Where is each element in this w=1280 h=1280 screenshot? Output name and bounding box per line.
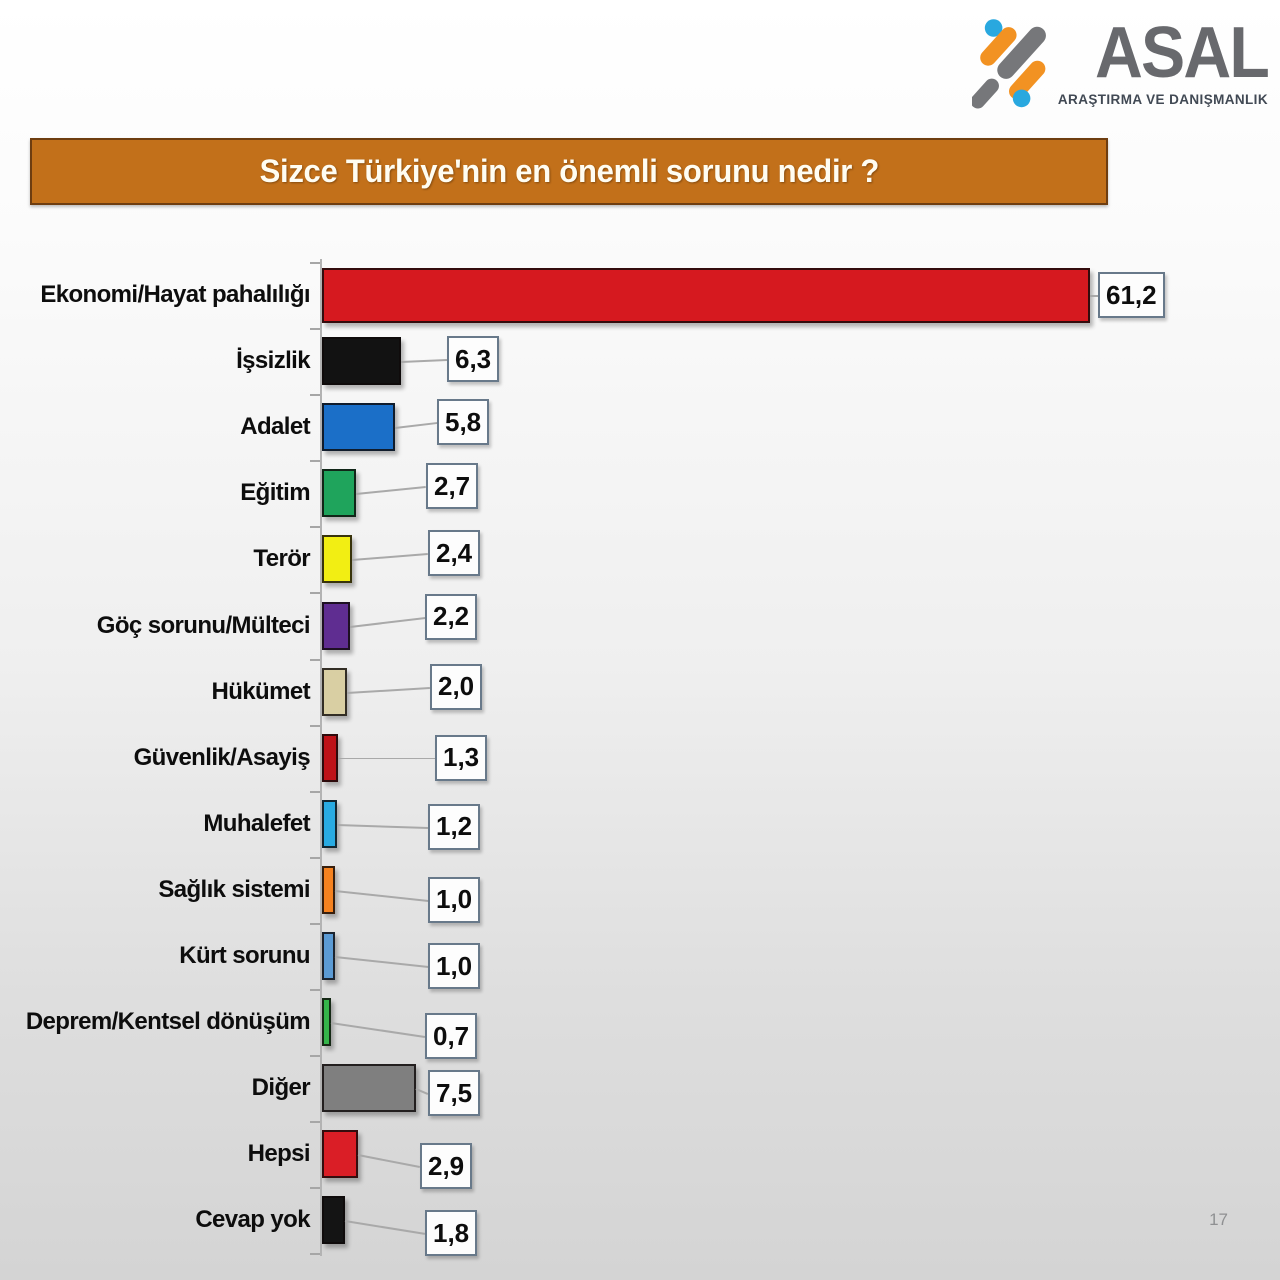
value-callout: 2,7 bbox=[426, 463, 479, 510]
value-callout: 1,2 bbox=[428, 803, 481, 850]
axis-tick bbox=[310, 261, 320, 264]
callout-connector bbox=[338, 757, 435, 760]
value-callout: 5,8 bbox=[437, 399, 490, 446]
category-label: Güvenlik/Asayiş bbox=[133, 743, 311, 771]
bar bbox=[322, 733, 339, 782]
asal-logo-textblock: ASAL ARAŞTIRMA VE DANIŞMANLIK bbox=[1057, 13, 1270, 107]
category-label: Cevap yok bbox=[195, 1206, 310, 1234]
callout-connector bbox=[352, 553, 429, 561]
callout-connector bbox=[358, 1154, 421, 1168]
category-label: İşsizlik bbox=[236, 347, 311, 375]
page-number: 17 bbox=[1209, 1210, 1228, 1229]
bar bbox=[322, 469, 356, 518]
axis-tick bbox=[310, 922, 320, 925]
asal-logo-wordmark: ASAL bbox=[1095, 13, 1270, 93]
category-label: Hükümet bbox=[211, 677, 311, 705]
bar bbox=[322, 267, 1091, 323]
question-title: Sizce Türkiye'nin en önemli sorunu nedir… bbox=[259, 153, 879, 189]
callout-connector bbox=[330, 1022, 426, 1038]
bar bbox=[322, 865, 335, 914]
callout-connector bbox=[337, 823, 429, 829]
question-banner: Sizce Türkiye'nin en önemli sorunu nedir… bbox=[30, 138, 1108, 205]
axis-tick bbox=[310, 328, 320, 331]
callout-connector bbox=[334, 956, 429, 968]
category-label: Göç sorunu/Mülteci bbox=[96, 611, 311, 639]
callout-connector bbox=[394, 422, 438, 429]
callout-connector bbox=[347, 686, 431, 694]
value-callout: 1,3 bbox=[435, 734, 488, 781]
category-label: Eğitim bbox=[240, 479, 310, 507]
bar bbox=[322, 601, 350, 650]
value-callout: 7,5 bbox=[428, 1070, 481, 1117]
value-callout: 1,0 bbox=[428, 943, 481, 989]
bar bbox=[322, 1130, 359, 1179]
axis-tick bbox=[310, 526, 320, 529]
category-label: Sağlık sistemi bbox=[158, 875, 310, 903]
axis-tick bbox=[310, 592, 320, 595]
category-label: Kürt sorunu bbox=[179, 942, 310, 969]
category-label: Terör bbox=[253, 545, 310, 573]
bar bbox=[322, 667, 348, 716]
category-label: Deprem/Kentsel dönüşüm bbox=[25, 1008, 311, 1036]
category-label: Hepsi bbox=[247, 1140, 311, 1168]
value-callout: 0,7 bbox=[425, 1013, 478, 1060]
value-callout: 1,0 bbox=[428, 876, 481, 923]
axis-tick bbox=[310, 1121, 320, 1124]
callout-connector bbox=[355, 486, 427, 495]
axis-tick bbox=[310, 790, 320, 793]
category-axis bbox=[320, 258, 322, 1257]
value-callout: 2,4 bbox=[428, 530, 481, 577]
callout-connector bbox=[415, 1088, 429, 1095]
bar bbox=[322, 932, 335, 980]
callout-connector bbox=[1090, 295, 1098, 297]
callout-connector bbox=[401, 359, 448, 363]
bar bbox=[322, 998, 331, 1047]
axis-tick bbox=[310, 460, 320, 463]
bar bbox=[322, 535, 353, 584]
asal-logo: ASAL ARAŞTIRMA VE DANIŞMANLIK bbox=[971, 13, 1270, 112]
axis-tick bbox=[310, 1253, 320, 1256]
category-label: Adalet bbox=[240, 413, 310, 441]
axis-tick bbox=[310, 724, 320, 727]
callout-connector bbox=[344, 1220, 426, 1235]
value-callout: 61,2 bbox=[1098, 272, 1165, 318]
value-callout: 2,0 bbox=[430, 663, 483, 710]
bar bbox=[322, 1196, 345, 1245]
callout-connector bbox=[349, 616, 426, 627]
callout-connector bbox=[334, 889, 429, 902]
asal-logo-mark bbox=[971, 19, 1046, 109]
bar bbox=[322, 799, 338, 848]
asal-logo-subtitle: ARAŞTIRMA VE DANIŞMANLIK bbox=[1057, 92, 1268, 107]
value-callout: 6,3 bbox=[447, 336, 500, 383]
axis-tick bbox=[310, 1055, 320, 1058]
value-callout: 1,8 bbox=[425, 1210, 478, 1257]
axis-tick bbox=[310, 1187, 320, 1190]
axis-tick bbox=[310, 658, 320, 661]
axis-tick bbox=[310, 989, 320, 992]
category-label: Muhalefet bbox=[203, 809, 310, 837]
bar bbox=[322, 337, 402, 386]
axis-tick bbox=[310, 394, 320, 397]
bar bbox=[322, 1064, 417, 1113]
category-label: Ekonomi/Hayat pahalılığı bbox=[40, 281, 310, 308]
bar bbox=[322, 403, 395, 452]
category-label: Diğer bbox=[251, 1074, 311, 1102]
axis-tick bbox=[310, 856, 320, 859]
value-callout: 2,9 bbox=[420, 1143, 473, 1190]
value-callout: 2,2 bbox=[425, 593, 478, 640]
